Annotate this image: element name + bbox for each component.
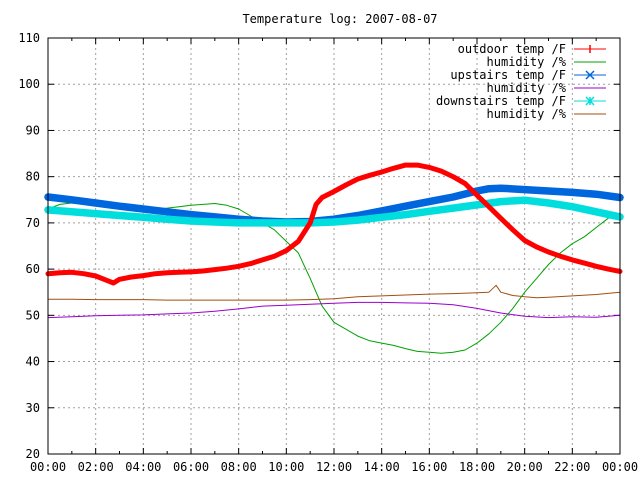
x-tick-label: 20:00 [507,460,543,474]
x-tick-label: 12:00 [316,460,352,474]
legend-marker [585,70,595,80]
series-line-5 [47,284,621,301]
x-tick-label: 02:00 [78,460,114,474]
y-tick-label: 100 [18,77,40,91]
y-tick-label: 20 [26,447,40,461]
series-line-0 [45,162,623,286]
x-tick-label: 04:00 [125,460,161,474]
x-tick-label: 10:00 [268,460,304,474]
y-tick-label: 110 [18,31,40,45]
legend-label: humidity /% [487,107,567,121]
x-tick-label: 18:00 [459,460,495,474]
plot-frame [47,37,621,455]
y-tick-label: 60 [26,262,40,276]
x-tick-label: 14:00 [364,460,400,474]
y-tick-label: 40 [26,355,40,369]
x-tick-label: 16:00 [411,460,447,474]
legend-label: humidity /% [487,55,567,69]
x-tick-label: 00:00 [602,460,638,474]
y-tick-label: 90 [26,123,40,137]
x-tick-label: 08:00 [221,460,257,474]
legend-label: downstairs temp /F [436,94,566,108]
legend-label: outdoor temp /F [458,42,566,56]
series-lines [44,162,624,354]
y-tick-label: 50 [26,308,40,322]
series-line-3 [47,301,621,319]
chart-title: Temperature log: 2007-08-07 [242,12,437,26]
y-tick-label: 30 [26,401,40,415]
legend-label: humidity /% [487,81,567,95]
series-line-4 [44,196,624,227]
x-tick-label: 00:00 [30,460,66,474]
x-axis-ticks: 00:00 02:00 04:00 06:00 08:00 10:00 12:00 14:00… [30,38,638,474]
y-tick-label: 70 [26,216,40,230]
x-tick-label: 22:00 [554,460,590,474]
legend-label: upstairs temp /F [450,68,566,82]
legend-marker [585,96,595,106]
x-tick-label: 06:00 [173,460,209,474]
y-tick-label: 80 [26,170,40,184]
